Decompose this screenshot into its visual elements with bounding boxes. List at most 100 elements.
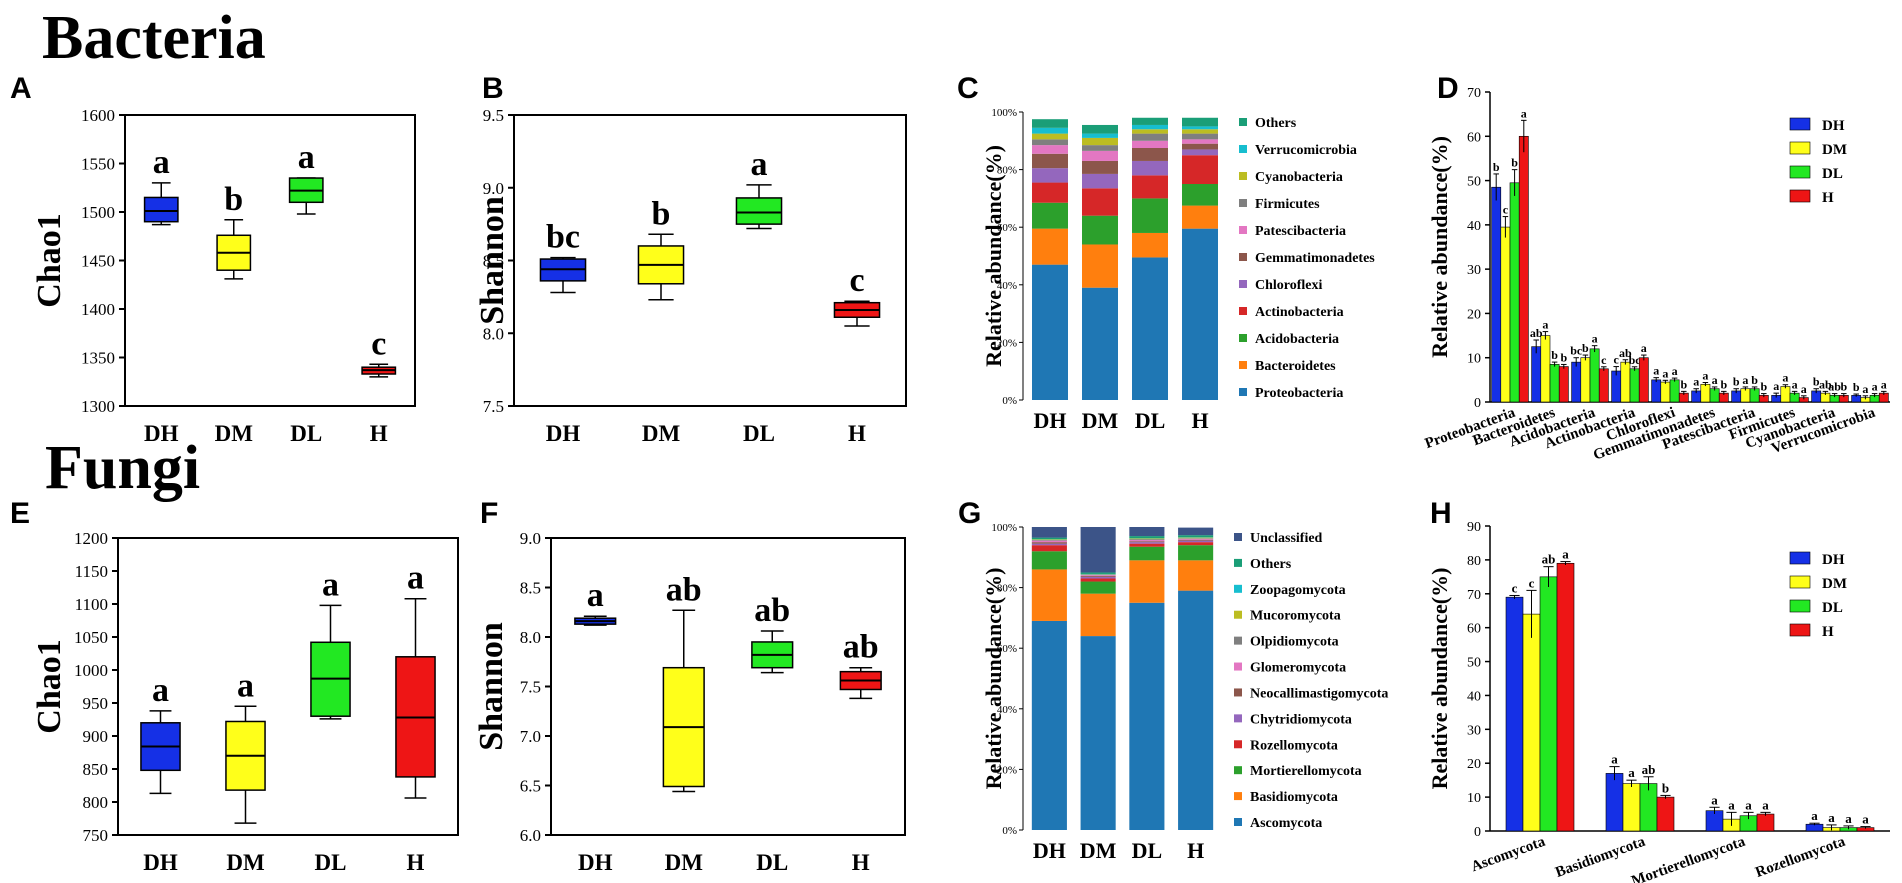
stack-segment-C — [1132, 198, 1168, 233]
stack-segment-C — [1032, 228, 1068, 265]
bar-H-DM — [1622, 783, 1641, 832]
stack-segment-G — [1031, 527, 1067, 538]
y-tick-label-A: 1300 — [81, 397, 115, 416]
legend-label-C: Cyanobacteria — [1255, 170, 1343, 185]
legend-swatch-C — [1239, 280, 1247, 288]
significance-letter-D: a — [1592, 332, 1598, 346]
significance-letter-B: b — [652, 195, 671, 232]
legend-swatch-G — [1234, 766, 1242, 775]
bar-D-DL — [1629, 368, 1640, 403]
legend-label-C: Chloroflexi — [1255, 278, 1323, 293]
y-axis-label-B: Shannon — [474, 196, 511, 325]
x-tick-label-B: DM — [642, 421, 681, 446]
bar-D-H — [1598, 368, 1609, 403]
significance-letter-D: b — [1751, 373, 1758, 387]
stack-segment-C — [1082, 145, 1118, 151]
significance-letter-H: a — [1711, 792, 1718, 807]
significance-letter-H: a — [1562, 547, 1569, 562]
y-tick-label-E: 900 — [83, 727, 109, 746]
legend-swatch-C — [1239, 307, 1247, 315]
plot-frame-E — [117, 537, 459, 836]
stack-segment-C — [1182, 139, 1218, 144]
legend-label-G: Zoopagomycota — [1250, 583, 1346, 598]
bar-D-DL — [1549, 364, 1560, 403]
significance-letter-E: a — [237, 667, 254, 704]
y-tick-label-C: 20% — [997, 337, 1017, 349]
legend-swatch-G — [1234, 636, 1242, 645]
significance-letter-H: a — [1728, 797, 1735, 812]
significance-letter-D: a — [1521, 106, 1527, 120]
legend-swatch-D — [1789, 189, 1811, 203]
significance-letter-D: b — [1680, 377, 1687, 391]
x-tick-label-E: DL — [315, 850, 347, 875]
stack-segment-G — [1031, 543, 1067, 546]
stack-segment-C — [1082, 124, 1118, 134]
significance-letter-H: a — [1862, 812, 1869, 827]
y-tick-label-H: 20 — [1467, 757, 1481, 772]
bar-D-DL — [1509, 182, 1520, 403]
significance-letter-E: a — [407, 560, 424, 597]
panel-label-F: F — [480, 497, 498, 530]
significance-letter-D: b — [1853, 380, 1860, 394]
stack-segment-G — [1178, 560, 1214, 591]
bar-D-DM — [1620, 361, 1631, 403]
x-tick-label-F: DM — [665, 850, 704, 875]
legend-swatch-G — [1234, 610, 1242, 619]
significance-letter-D: a — [1742, 373, 1748, 387]
x-tick-label-C: DH — [1034, 408, 1067, 433]
stack-segment-G — [1129, 536, 1165, 539]
significance-letter-A: b — [224, 181, 243, 218]
y-tick-label-F: 8.5 — [520, 579, 541, 598]
stack-segment-G — [1031, 569, 1067, 621]
significance-letter-D: a — [1693, 375, 1699, 389]
stack-segment-G — [1031, 545, 1067, 552]
legend-swatch-G — [1234, 688, 1242, 697]
stack-segment-C — [1182, 149, 1218, 156]
panel-label-B: B — [482, 72, 504, 105]
legend-label-G: Chytridiomycota — [1250, 712, 1352, 727]
bar-D-DL — [1709, 388, 1720, 403]
x-tick-label-C: DM — [1082, 408, 1119, 433]
legend-swatch-C — [1239, 334, 1247, 342]
stack-segment-C — [1182, 184, 1218, 206]
x-tick-label-E: DH — [143, 850, 178, 875]
bar-H-DL — [1639, 783, 1658, 832]
legend-label-C: Patescibacteria — [1255, 224, 1346, 239]
legend-swatch-C — [1239, 361, 1247, 369]
bar-D-DM — [1580, 357, 1591, 403]
stack-segment-G — [1080, 576, 1116, 579]
significance-letter-D: b — [1551, 348, 1558, 362]
y-tick-label-G: 20% — [997, 764, 1017, 776]
stack-segment-C — [1032, 119, 1068, 128]
y-tick-label-F: 7.0 — [520, 727, 541, 746]
stack-segment-G — [1031, 542, 1067, 544]
stack-segment-C — [1132, 148, 1168, 161]
legend-label-C: Gemmatimonadetes — [1255, 251, 1375, 266]
y-tick-label-B: 9.5 — [483, 106, 504, 125]
stack-segment-G — [1031, 539, 1067, 541]
bar-H-H — [1656, 796, 1675, 832]
stack-segment-C — [1032, 139, 1068, 146]
stack-segment-G — [1129, 560, 1165, 603]
legend-label-G: Unclassified — [1250, 531, 1323, 546]
y-tick-label-D: 50 — [1467, 175, 1481, 190]
legend-label-G: Mortierellomycota — [1250, 764, 1362, 779]
significance-letter-D: b — [1511, 156, 1518, 170]
stack-segment-G — [1129, 527, 1165, 537]
bar-H-H — [1756, 813, 1775, 832]
y-tick-label-A: 1450 — [81, 252, 115, 271]
bar-H-DM — [1522, 613, 1541, 832]
bar-D-DH — [1531, 346, 1542, 403]
stack-segment-C — [1132, 175, 1168, 199]
legend-swatch-G — [1234, 792, 1242, 801]
bar-D-DL — [1749, 388, 1760, 403]
stack-segment-C — [1032, 202, 1068, 229]
significance-letter-D: b — [1760, 380, 1767, 394]
y-tick-label-A: 1550 — [81, 155, 115, 174]
legend-label-D: DM — [1822, 142, 1847, 158]
legend-label-G: Others — [1250, 557, 1292, 572]
legend-swatch-C — [1239, 172, 1247, 180]
significance-letter-H: ab — [1642, 762, 1656, 777]
stack-segment-C — [1182, 126, 1218, 130]
y-tick-label-B: 8.5 — [483, 252, 504, 271]
